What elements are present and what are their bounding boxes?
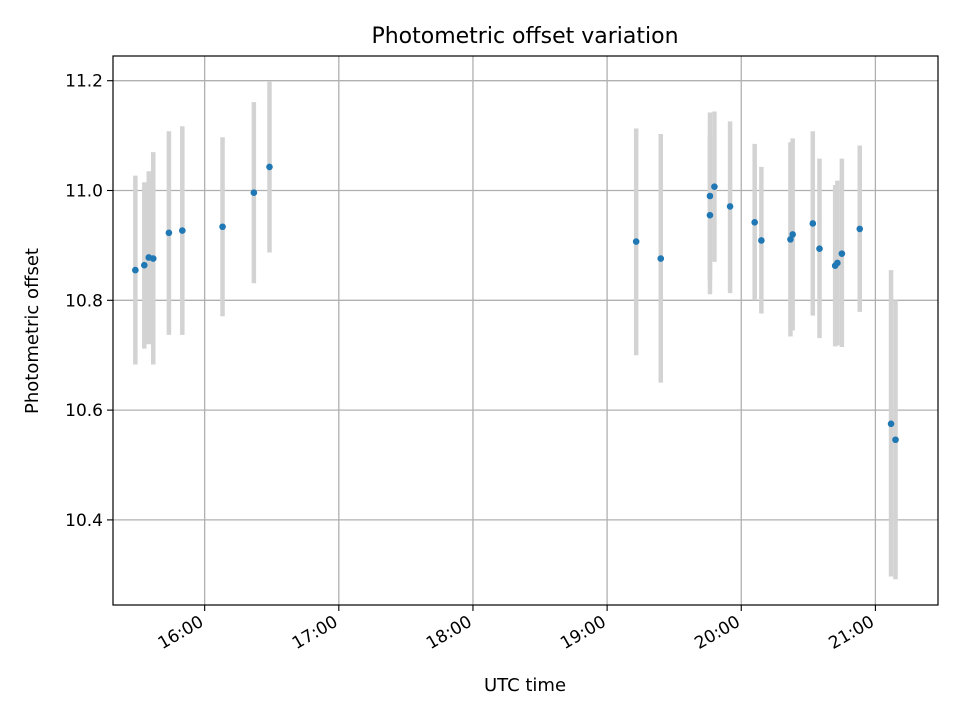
- data-point-layer: [132, 163, 899, 444]
- error-bar-layer: [133, 81, 898, 580]
- chart-title: Photometric offset variation: [371, 24, 678, 49]
- y-tick-label: 10.8: [65, 291, 103, 311]
- x-tick-label: 20:00: [691, 612, 743, 654]
- y-tick-label: 10.4: [65, 511, 103, 531]
- data-point: [711, 183, 718, 190]
- x-tick-label: 21:00: [825, 612, 877, 654]
- data-point: [706, 192, 714, 200]
- x-axis-label: UTC time: [484, 675, 566, 696]
- y-axis-label: Photometric offset: [22, 248, 43, 414]
- data-point: [141, 261, 148, 269]
- data-point: [809, 220, 817, 227]
- y-tick-label: 11.2: [65, 72, 103, 92]
- data-point: [816, 245, 823, 252]
- data-point: [751, 219, 758, 226]
- data-point: [789, 231, 796, 238]
- data-point: [250, 189, 258, 197]
- data-point: [758, 237, 765, 244]
- x-tick-label: 19:00: [557, 612, 609, 654]
- data-point: [887, 420, 895, 428]
- data-point: [179, 227, 186, 234]
- y-tick-label: 10.6: [65, 401, 103, 421]
- grid-layer: [113, 56, 938, 605]
- data-point: [787, 236, 794, 243]
- data-point: [632, 238, 640, 245]
- data-point: [657, 255, 665, 262]
- data-point: [266, 163, 273, 171]
- plot-frame: [112, 55, 939, 606]
- x-tick-label: 17:00: [289, 612, 341, 654]
- data-point: [149, 255, 157, 262]
- x-tick-label: 18:00: [423, 612, 475, 654]
- data-point: [132, 266, 139, 274]
- data-point: [838, 250, 846, 257]
- data-point: [834, 259, 841, 267]
- data-point: [892, 436, 899, 444]
- data-point: [726, 203, 734, 210]
- y-tick-label: 11.0: [65, 182, 103, 202]
- x-tick-label: 16:00: [155, 612, 207, 654]
- data-point: [856, 225, 864, 233]
- data-point: [219, 223, 226, 231]
- data-point: [165, 229, 173, 237]
- data-point: [706, 211, 714, 219]
